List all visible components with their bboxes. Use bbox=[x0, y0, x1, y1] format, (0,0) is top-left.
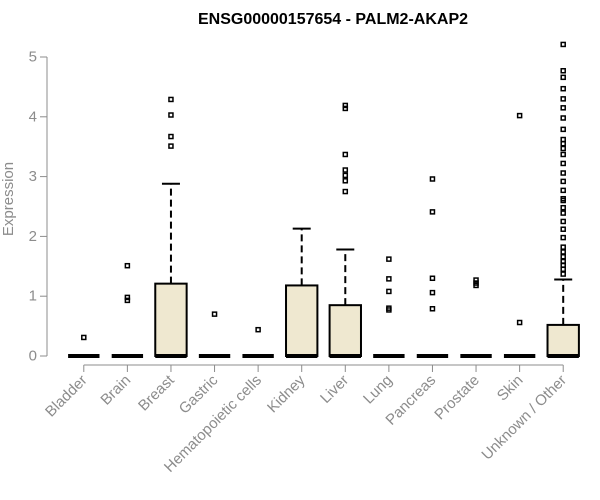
y-axis: 0 1 2 3 4 5 bbox=[29, 49, 48, 365]
outlier-point bbox=[560, 244, 566, 250]
outlier-point bbox=[429, 275, 436, 282]
outlier-point bbox=[342, 151, 349, 158]
outlier-point bbox=[560, 74, 566, 81]
outlier-point bbox=[560, 195, 566, 202]
outlier-point bbox=[168, 96, 174, 103]
box-group bbox=[242, 326, 274, 358]
box-group bbox=[111, 262, 144, 358]
outlier-point bbox=[560, 253, 566, 260]
outlier-point bbox=[429, 176, 436, 182]
outlier-point bbox=[560, 105, 566, 111]
box-group bbox=[546, 41, 580, 358]
outlier-point bbox=[560, 210, 566, 216]
chart-title: ENSG00000157654 - PALM2-AKAP2 bbox=[198, 11, 468, 28]
outlier-point bbox=[342, 172, 349, 179]
outlier-point bbox=[560, 258, 566, 265]
outlier-point bbox=[560, 178, 566, 185]
outlier-point bbox=[560, 41, 566, 48]
box-group bbox=[328, 102, 362, 358]
box-group bbox=[68, 334, 100, 358]
box-group bbox=[154, 96, 188, 358]
box bbox=[328, 304, 362, 358]
x-tick-label: Kidney bbox=[264, 371, 309, 416]
y-tick-label: 1 bbox=[29, 288, 37, 305]
outlier-point bbox=[560, 136, 566, 143]
outlier-point bbox=[516, 112, 523, 119]
outlier-point bbox=[560, 145, 566, 152]
outlier-point bbox=[560, 85, 566, 92]
x-tick-label: Skin bbox=[494, 372, 527, 405]
box-group bbox=[503, 112, 536, 358]
outlier-point bbox=[342, 188, 349, 195]
x-tick-label: Prostate bbox=[431, 372, 483, 424]
outlier-point bbox=[473, 277, 479, 283]
outlier-point bbox=[342, 178, 349, 184]
outlier-point bbox=[429, 289, 436, 296]
outlier-point bbox=[124, 262, 131, 269]
box-group bbox=[416, 176, 449, 358]
outlier-point bbox=[124, 297, 131, 304]
outlier-point bbox=[560, 218, 566, 225]
outlier-point bbox=[342, 102, 349, 109]
outlier-point bbox=[342, 105, 349, 112]
outlier-point bbox=[560, 115, 566, 121]
box-group bbox=[285, 227, 319, 358]
outlier-point bbox=[386, 305, 392, 311]
outlier-point bbox=[386, 256, 392, 262]
x-tick-label: Bladder bbox=[42, 372, 91, 421]
x-tick-label: Liver bbox=[317, 372, 352, 407]
outlier-point bbox=[386, 288, 392, 295]
plot-area bbox=[68, 41, 580, 358]
outlier-point bbox=[255, 326, 261, 333]
box-group bbox=[460, 277, 492, 358]
y-tick-label: 5 bbox=[29, 49, 37, 66]
y-tick-label: 3 bbox=[29, 168, 37, 185]
outlier-point bbox=[560, 249, 566, 255]
box bbox=[546, 323, 580, 357]
y-axis-label: Expression bbox=[0, 162, 17, 236]
y-tick-label: 4 bbox=[29, 108, 37, 125]
outlier-point bbox=[560, 160, 566, 167]
outlier-point bbox=[386, 276, 392, 282]
box bbox=[154, 282, 188, 357]
outlier-point bbox=[168, 112, 174, 118]
outlier-point bbox=[560, 96, 566, 102]
outlier-point bbox=[560, 126, 566, 133]
x-tick-label: Lung bbox=[360, 372, 396, 408]
box bbox=[285, 284, 319, 358]
outlier-point bbox=[560, 170, 566, 176]
outlier-point bbox=[473, 280, 479, 286]
outlier-point bbox=[560, 68, 566, 74]
outlier-point bbox=[168, 143, 174, 149]
y-tick-label: 0 bbox=[29, 348, 37, 365]
outlier-point bbox=[516, 319, 523, 326]
outlier-point bbox=[124, 294, 131, 301]
outlier-point bbox=[211, 311, 218, 317]
outlier-point bbox=[560, 226, 566, 232]
outlier-point bbox=[560, 187, 566, 194]
outlier-point bbox=[560, 204, 566, 211]
outlier-point bbox=[168, 133, 174, 140]
outlier-point bbox=[342, 167, 349, 173]
outlier-point bbox=[560, 140, 566, 147]
outlier-point bbox=[429, 306, 436, 312]
box-group bbox=[198, 311, 231, 358]
x-tick-label: Breast bbox=[135, 371, 178, 414]
outlier-point bbox=[560, 234, 566, 241]
outlier-point bbox=[560, 266, 566, 273]
x-tick-label: Brain bbox=[97, 372, 134, 409]
box-group bbox=[373, 256, 405, 358]
outlier-point bbox=[81, 334, 87, 341]
outlier-point bbox=[560, 151, 566, 158]
y-tick-label: 2 bbox=[29, 228, 37, 245]
outlier-point bbox=[429, 209, 436, 215]
outlier-point bbox=[560, 271, 566, 277]
